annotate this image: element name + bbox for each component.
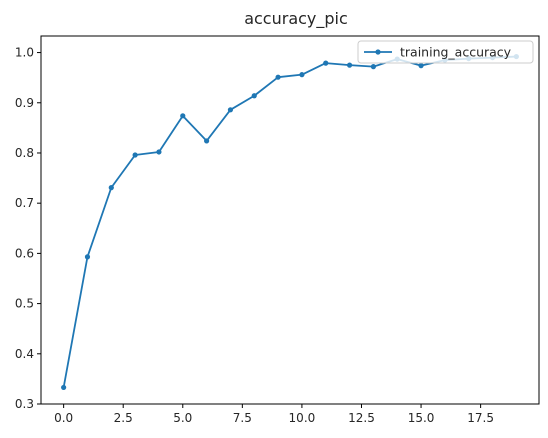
data-point [227, 107, 234, 113]
data-point [323, 60, 329, 66]
x-tick-label: 2.5 [114, 411, 133, 425]
legend: training_accuracy [357, 40, 534, 64]
x-tick-label: 15.0 [408, 411, 435, 425]
legend-label: training_accuracy [400, 45, 512, 60]
data-point [84, 254, 91, 260]
y-tick-label: 0.6 [15, 246, 34, 260]
x-tick-label: 17.5 [467, 411, 494, 425]
x-tick-label: 7.5 [233, 411, 252, 425]
data-point [204, 138, 210, 144]
series-layer [61, 53, 519, 391]
data-point [61, 384, 67, 391]
data-point [132, 152, 138, 158]
axis-ticks: 0.0 2.5 5.0 7.5 10.0 12.5 15.0 17.5 0.3 0.4 0.5 0.6… [15, 46, 494, 425]
data-point [108, 185, 114, 191]
data-point [275, 74, 281, 80]
data-point [370, 64, 376, 70]
x-tick-label: 10.0 [289, 411, 316, 425]
legend-marker-swatch [375, 49, 381, 55]
data-point [418, 63, 424, 69]
x-tick-label: 12.5 [348, 411, 375, 425]
y-tick-label: 0.9 [15, 96, 34, 110]
data-point [346, 62, 353, 68]
y-tick-label: 0.8 [15, 146, 34, 160]
y-tick-label: 0.4 [15, 347, 34, 361]
y-tick-label: 0.3 [15, 397, 34, 411]
data-point [251, 93, 257, 99]
series-line-training_accuracy [62, 55, 517, 388]
data-point [180, 113, 186, 119]
chart-title: accuracy_pic [244, 9, 348, 29]
x-tick-label: 5.0 [173, 411, 192, 425]
y-tick-label: 0.7 [15, 196, 34, 210]
data-point [156, 149, 162, 155]
x-tick-label: 0.0 [54, 411, 73, 425]
data-point [299, 72, 305, 78]
legend-box [357, 40, 534, 64]
y-tick-label: 1.0 [15, 46, 34, 60]
plot-frame [40, 35, 540, 405]
y-tick-label: 0.5 [15, 297, 34, 311]
